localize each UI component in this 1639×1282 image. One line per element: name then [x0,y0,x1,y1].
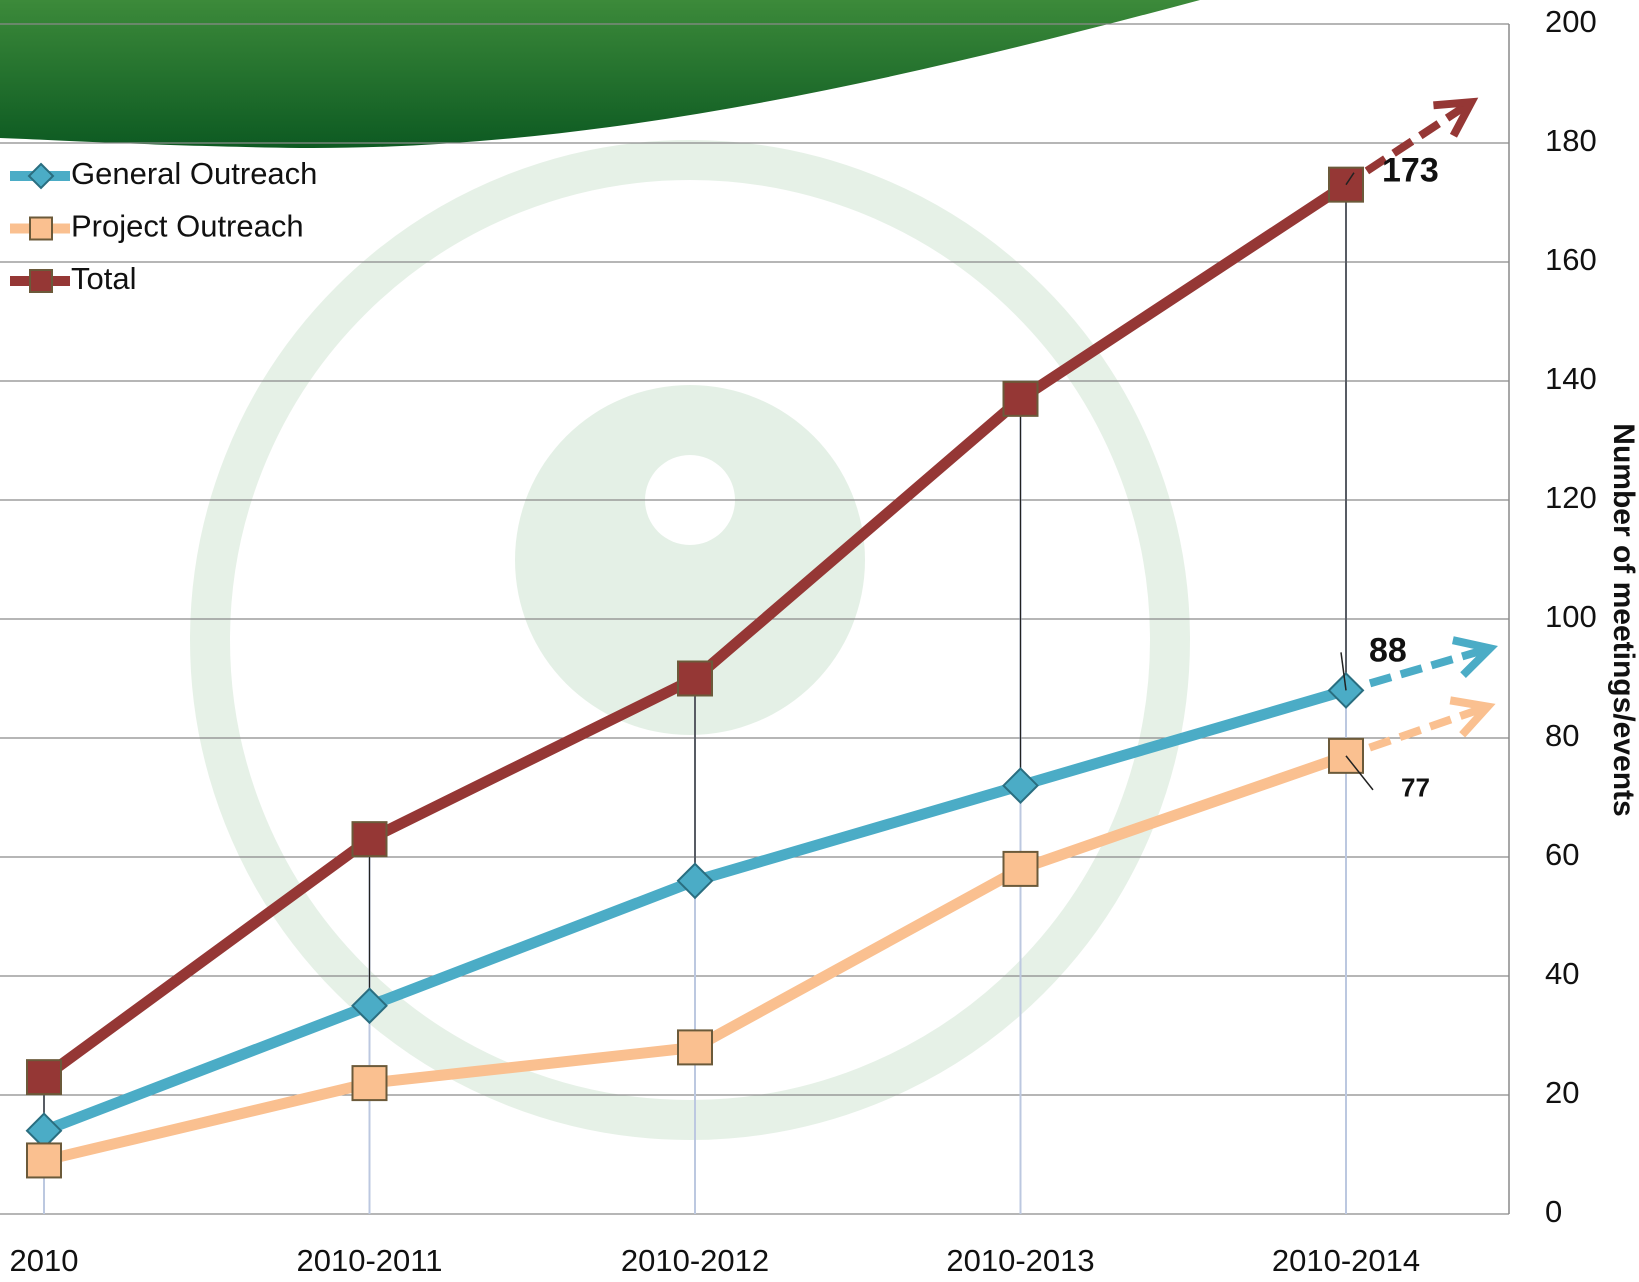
data-point [1004,382,1038,416]
chart: Number of meetings/events 0 20 40 60 80 100 12… [0,0,1639,1282]
y-tick-label: 20 [1545,1075,1579,1110]
data-point [27,1143,61,1177]
legend-entry: Project Outreach [10,209,304,244]
data-point [1004,852,1038,886]
y-tick-label: 200 [1545,4,1597,39]
y-tick-label: 180 [1545,123,1597,158]
data-point [1004,769,1038,803]
legend-label: Project Outreach [71,209,304,244]
x-tick-label: 2010-2014 [1272,1243,1420,1278]
legend-marker [30,218,52,240]
legend-marker [30,270,52,292]
legend-label: Total [71,261,136,296]
x-tick-label: 2010-2013 [946,1243,1094,1278]
y-tick-label: 140 [1545,361,1597,396]
y-tick-label: 0 [1545,1194,1562,1229]
legend-label: General Outreach [71,156,317,191]
banner-swoosh [0,0,1200,148]
data-label: 173 [1382,152,1439,190]
y-axis-title: Number of meetings/events [1607,423,1639,816]
legend-marker [29,164,53,188]
data-label: 88 [1369,631,1407,669]
data-point [678,864,712,898]
data-point [353,1066,387,1100]
data-point [27,1060,61,1094]
y-tick-label: 60 [1545,837,1579,872]
y-tick-label: 120 [1545,480,1597,515]
data-point [678,1030,712,1064]
x-tick-label: 2010-2011 [297,1243,443,1278]
data-label: 77 [1401,773,1430,803]
y-tick-label: 100 [1545,599,1597,634]
y-tick-label: 160 [1545,242,1597,277]
legend-entry: Total [10,261,136,296]
data-point [353,822,387,856]
x-tick-label: 2010 [10,1243,79,1278]
legend-entry: General Outreach [10,156,317,191]
trend-arrowhead [1450,700,1487,734]
data-point [678,662,712,696]
y-tick-label: 40 [1545,956,1579,991]
x-tick-label: 2010-2012 [621,1243,769,1278]
y-tick-label: 80 [1545,718,1579,753]
